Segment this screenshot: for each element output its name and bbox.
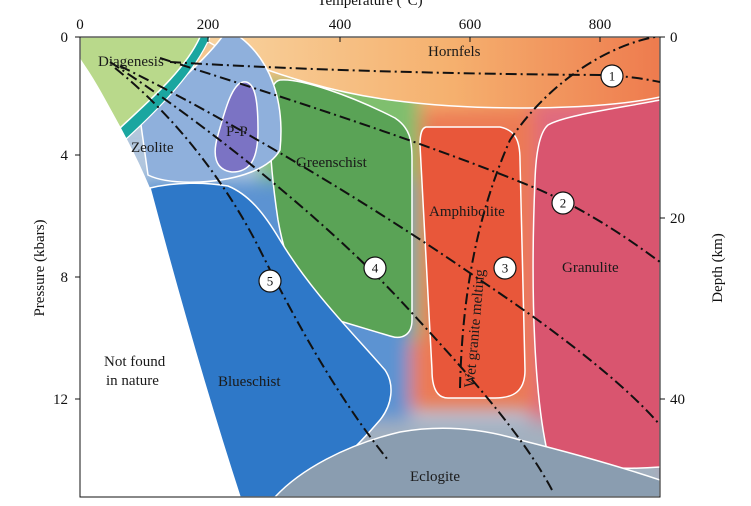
left-tick-label: 0 <box>61 30 69 46</box>
top-tick-label: 0 <box>76 17 84 33</box>
path-line-2 <box>159 57 660 263</box>
label-pp: P-P <box>226 124 248 140</box>
top-axis-title: Temperature (°C) <box>317 0 422 9</box>
right-axis-title: Depth (km) <box>710 233 726 303</box>
blueschist-region <box>149 182 392 497</box>
path-line-1 <box>169 61 660 83</box>
path-line-3 <box>119 65 660 426</box>
left-tick-label: 4 <box>61 148 69 164</box>
right-tick-label: 0 <box>670 30 678 46</box>
top-tick-label: 400 <box>329 17 352 33</box>
not-found-region <box>80 58 240 497</box>
label-greenschist: Greenschist <box>296 155 368 171</box>
svg-text:2: 2 <box>560 196 567 211</box>
right-tick-label: 20 <box>670 211 685 227</box>
path-marker-2: 2 <box>551 191 575 215</box>
label-blueschist: Blueschist <box>218 374 281 390</box>
plot-frame <box>79 36 661 498</box>
top-tick-label: 800 <box>589 17 612 33</box>
right-axis-ticks: 0 20 40 <box>660 30 685 408</box>
path-marker-1: 1 <box>600 64 624 88</box>
label-not-found-line1: Not found <box>104 354 166 370</box>
left-tick-label: 8 <box>61 270 69 286</box>
eclogite-region <box>273 427 660 497</box>
left-axis-title: Pressure (kbars) <box>32 219 48 316</box>
label-not-found-line2: in nature <box>106 373 159 389</box>
label-eclogite: Eclogite <box>410 469 460 485</box>
wet-granite-melting-curve <box>459 37 656 389</box>
label-granulite: Granulite <box>562 260 619 276</box>
path-marker-5: 5 <box>258 269 282 293</box>
path-line-5 <box>114 67 389 461</box>
svg-text:1: 1 <box>609 69 616 84</box>
path-marker-4: 4 <box>363 256 387 280</box>
svg-text:3: 3 <box>502 261 509 276</box>
granulite-region <box>532 99 660 469</box>
label-amphibolite: Amphibolite <box>429 204 505 220</box>
left-tick-label: 12 <box>53 392 68 408</box>
top-axis-ticks: 0 200 400 600 800 <box>76 17 611 42</box>
label-zeolite: Zeolite <box>131 140 174 156</box>
svg-text:5: 5 <box>267 274 274 289</box>
svg-text:4: 4 <box>372 261 379 276</box>
plot-area: 1 2 3 4 5 Diagenesis Hornfels Zeolite P-… <box>80 37 660 497</box>
label-hornfels: Hornfels <box>428 44 481 60</box>
top-tick-label: 200 <box>197 17 220 33</box>
path-marker-3: 3 <box>493 256 517 280</box>
path-line-4 <box>109 61 553 491</box>
top-tick-label: 600 <box>459 17 482 33</box>
right-tick-label: 40 <box>670 392 685 408</box>
label-diagenesis: Diagenesis <box>98 54 164 70</box>
left-axis-ticks: 0 4 8 12 <box>53 30 80 408</box>
